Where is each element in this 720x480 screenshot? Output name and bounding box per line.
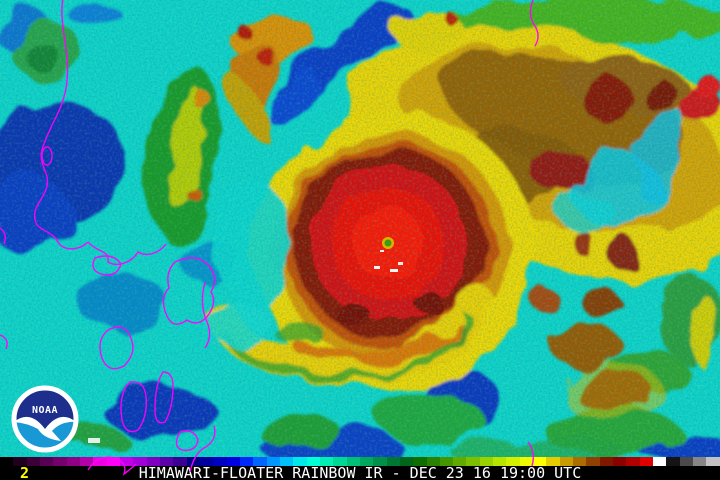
colorbar-segment: [13, 457, 27, 466]
colorbar-segment: [319, 457, 334, 466]
colorbar-segment: [399, 457, 414, 466]
storm-eye: [88, 237, 403, 443]
colorbar-segment: [466, 457, 480, 466]
colorbar-segment: [0, 457, 14, 466]
colorbar-segment: [519, 457, 534, 466]
colorbar-segment: [93, 457, 107, 466]
colorbar-segment: [293, 457, 307, 466]
satellite-imagery: [0, 0, 720, 457]
caption-bar: 2 HIMAWARI-FLOATER RAINBOW IR - DEC 23 1…: [0, 466, 720, 480]
colorbar-segment: [533, 457, 547, 466]
colorbar-segment: [333, 457, 347, 466]
colorbar-segment: [373, 457, 387, 466]
colorbar-segment: [586, 457, 600, 466]
colorbar-segment: [239, 457, 254, 466]
colorbar-segment: [453, 457, 467, 466]
colorbar-segment: [119, 457, 134, 466]
colorbar-segment: [439, 457, 454, 466]
ir-scene: [0, 0, 720, 457]
noaa-logo-text: NOAA: [32, 405, 58, 416]
colorbar-segment: [66, 457, 80, 466]
frame-number: 2: [20, 464, 30, 480]
noaa-logo-icon: NOAA: [11, 385, 79, 453]
colorbar-segment: [159, 457, 174, 466]
colorbar-segment: [546, 457, 560, 466]
texture-noise-light: [0, 0, 720, 457]
temperature-colorbar: [0, 457, 720, 466]
colorbar-segment: [613, 457, 627, 466]
colorbar-segment: [679, 457, 694, 466]
colorbar-segment: [226, 457, 240, 466]
colorbar-segment: [106, 457, 120, 466]
colorbar-segment: [573, 457, 587, 466]
colorbar-segment: [79, 457, 94, 466]
colorbar-segment: [39, 457, 54, 466]
colorbar-segment: [173, 457, 187, 466]
colorbar-segment: [213, 457, 227, 466]
colorbar-segment: [146, 457, 160, 466]
colorbar-segment: [639, 457, 654, 466]
colorbar-segment: [53, 457, 67, 466]
colorbar-segment: [626, 457, 640, 466]
colorbar-segment: [426, 457, 440, 466]
colorbar-segment: [306, 457, 320, 466]
colorbar-segment: [653, 457, 667, 466]
colorbar-segment: [386, 457, 400, 466]
colorbar-segment: [253, 457, 267, 466]
colorbar-segment: [599, 457, 614, 466]
colorbar-segment: [506, 457, 520, 466]
colorbar-segment: [26, 457, 40, 466]
colorbar-segment: [266, 457, 280, 466]
colorbar-segment: [479, 457, 494, 466]
colorbar-segment: [413, 457, 427, 466]
colorbar-segment: [133, 457, 147, 466]
colorbar-segment: [693, 457, 707, 466]
image-title: HIMAWARI-FLOATER RAINBOW IR - DEC 23 16 …: [138, 464, 582, 480]
colorbar-segment: [279, 457, 294, 466]
colorbar-segment: [359, 457, 374, 466]
colorbar-segment: [559, 457, 574, 466]
colorbar-segment: [666, 457, 680, 466]
colorbar-segment: [706, 457, 720, 466]
colorbar-segment: [346, 457, 360, 466]
colorbar-segment: [493, 457, 507, 466]
